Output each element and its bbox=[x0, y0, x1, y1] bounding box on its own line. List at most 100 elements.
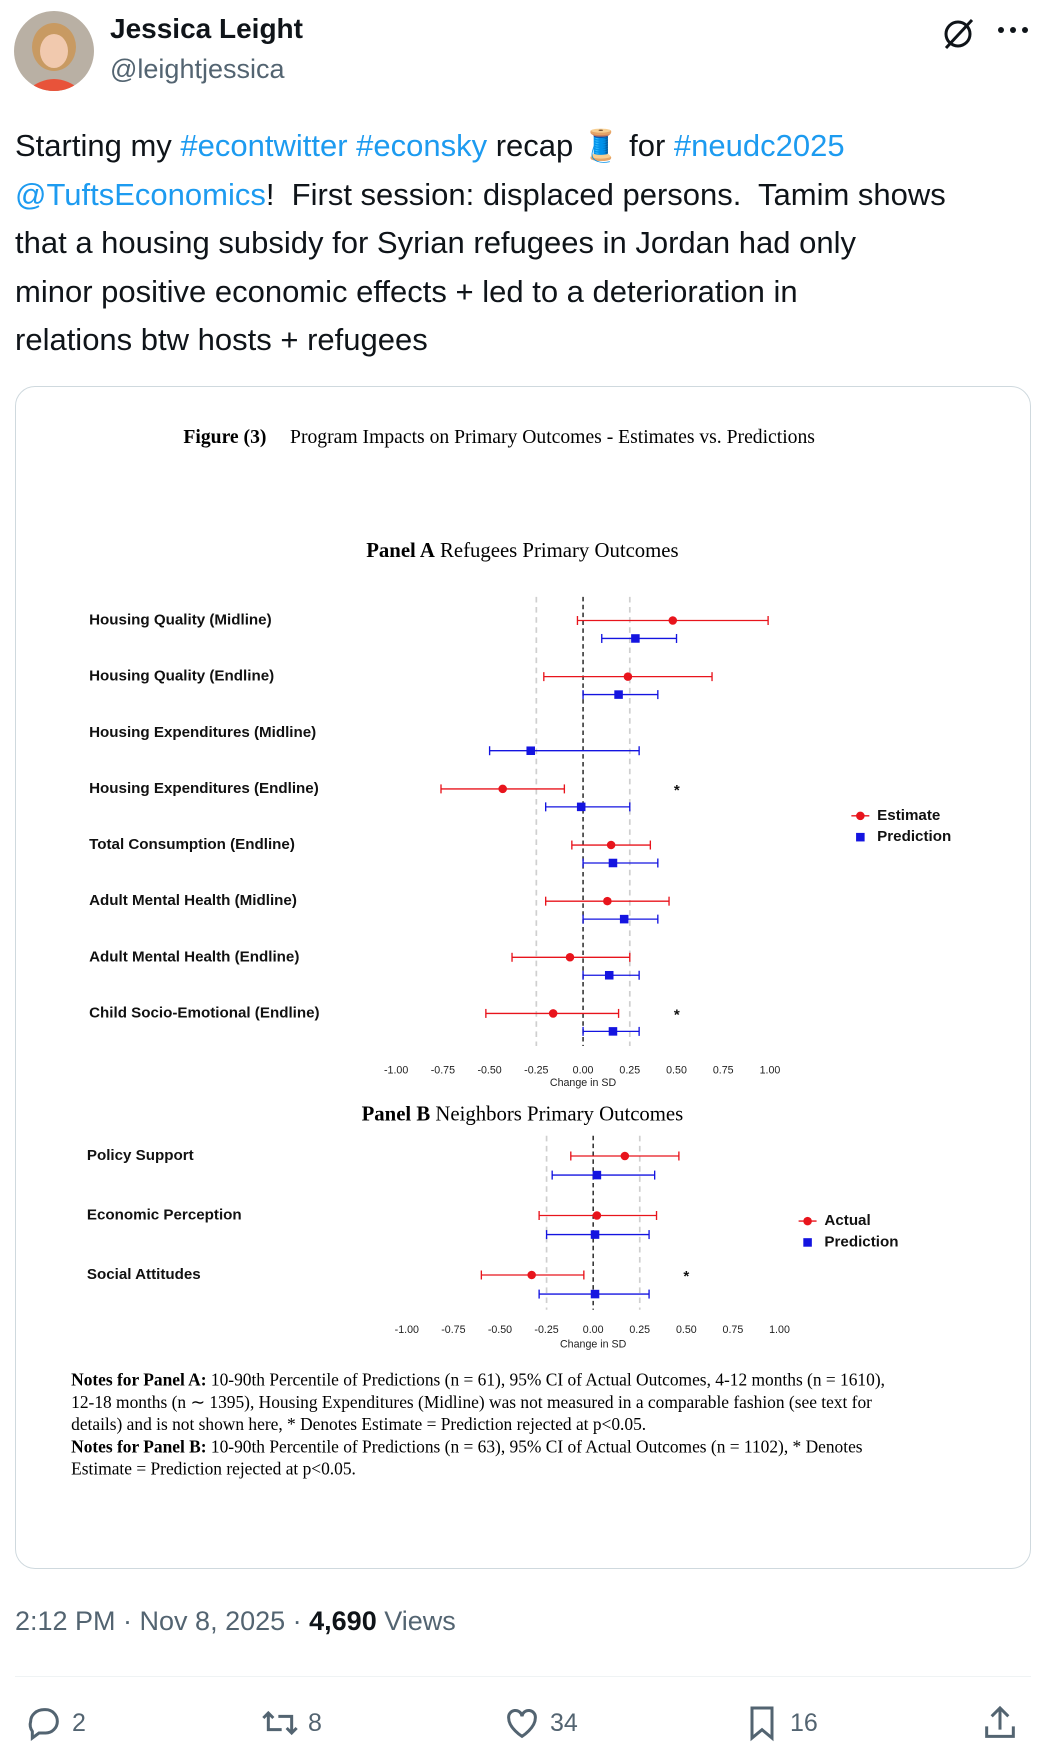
category-label: Adult Mental Health (Endline) bbox=[89, 948, 299, 965]
point bbox=[565, 953, 575, 962]
x-tick-label: -0.50 bbox=[488, 1324, 512, 1336]
note-text: 12-18 months (n ∼ 1395), Housing Expendi… bbox=[71, 1392, 872, 1412]
legend-label: Prediction bbox=[877, 828, 951, 845]
legend-marker bbox=[856, 811, 865, 821]
reply-button[interactable]: 2 bbox=[24, 1703, 86, 1743]
point bbox=[603, 896, 612, 906]
category-label: Housing Quality (Endline) bbox=[89, 668, 274, 685]
repost-count: 8 bbox=[308, 1708, 322, 1737]
point bbox=[608, 858, 618, 868]
category-label: Housing Expenditures (Midline) bbox=[89, 724, 316, 741]
text-segment: recap 🧵 for bbox=[487, 128, 674, 163]
legend-label: Actual bbox=[824, 1212, 870, 1229]
share-button[interactable] bbox=[980, 1703, 1020, 1743]
repost-button[interactable]: 8 bbox=[260, 1703, 322, 1743]
views-count: 4,690 bbox=[309, 1606, 377, 1636]
category-label: Adult Mental Health (Midline) bbox=[89, 892, 297, 909]
point bbox=[606, 840, 616, 850]
point bbox=[631, 634, 640, 643]
note-text: 10-90th Percentile of Predictions (n = 6… bbox=[211, 1436, 863, 1456]
significance-marker: * bbox=[674, 782, 680, 799]
more-icon[interactable] bbox=[996, 22, 1030, 38]
like-icon bbox=[507, 1709, 537, 1739]
point bbox=[668, 616, 678, 625]
point bbox=[592, 1170, 602, 1180]
x-tick-label: -0.50 bbox=[477, 1064, 501, 1076]
link[interactable]: #econsky bbox=[356, 128, 488, 163]
point bbox=[604, 970, 614, 980]
author-handle[interactable]: @leightjessica bbox=[110, 54, 285, 84]
point bbox=[576, 802, 586, 812]
author-name[interactable]: Jessica Leight bbox=[110, 13, 303, 44]
x-tick-label: 0.75 bbox=[713, 1064, 734, 1076]
panel-label: Panel A bbox=[366, 540, 435, 562]
text-segment: ! First session: displaced persons. Tami… bbox=[265, 176, 946, 212]
x-tick-label: -0.25 bbox=[534, 1324, 558, 1336]
point bbox=[614, 690, 623, 699]
bookmark-icon bbox=[750, 1706, 774, 1742]
category-label: Economic Perception bbox=[87, 1206, 242, 1223]
note-text: details) and is not shown here, * Denote… bbox=[71, 1414, 646, 1434]
note-line: Estimate = Prediction rejected at p<0.05… bbox=[71, 1459, 356, 1479]
note-line: Notes for Panel A: 10-90th Percentile of… bbox=[71, 1370, 885, 1390]
category-label: Housing Quality (Midline) bbox=[89, 612, 272, 629]
point bbox=[590, 1289, 600, 1299]
note-text: 10-90th Percentile of Predictions (n = 6… bbox=[211, 1370, 885, 1390]
panel-title: Panel A Refugees Primary Outcomes bbox=[366, 540, 678, 562]
link[interactable]: @TuftsEconomics bbox=[15, 176, 266, 212]
figure: Figure (3) Program Impacts on Primary Ou… bbox=[71, 426, 951, 1479]
link[interactable]: #neudc2025 bbox=[673, 128, 845, 163]
x-tick-label: 0.50 bbox=[676, 1324, 697, 1336]
text-line: relations btw hosts + refugees bbox=[15, 316, 946, 365]
timestamp[interactable]: 2:12 PM · Nov 8, 2025 · bbox=[15, 1606, 310, 1636]
figure-label: Figure (3) bbox=[183, 426, 266, 448]
avatar[interactable] bbox=[14, 11, 94, 91]
x-tick-label: -1.00 bbox=[395, 1324, 419, 1336]
x-tick-label: -0.25 bbox=[524, 1064, 548, 1076]
text-line: minor positive economic effects + led to… bbox=[15, 268, 946, 317]
reply-icon bbox=[28, 1708, 59, 1741]
text-line: Starting my #econtwitter #econsky recap … bbox=[15, 122, 946, 171]
grok-icon[interactable] bbox=[938, 14, 978, 54]
like-button[interactable]: 34 bbox=[502, 1703, 578, 1743]
share-icon bbox=[985, 1705, 1015, 1738]
note-line: details) and is not shown here, * Denote… bbox=[71, 1414, 646, 1434]
link[interactable]: #econtwitter bbox=[180, 128, 348, 163]
legend-label: Prediction bbox=[824, 1233, 898, 1250]
media-card[interactable]: Figure (3) Program Impacts on Primary Ou… bbox=[15, 386, 1031, 1569]
category-label: Total Consumption (Endline) bbox=[89, 836, 295, 853]
point bbox=[548, 1009, 558, 1018]
note-text: Estimate = Prediction rejected at p<0.05… bbox=[71, 1459, 356, 1479]
bookmark-button[interactable]: 16 bbox=[742, 1703, 818, 1743]
point bbox=[527, 1270, 536, 1280]
x-axis-label: Change in SD bbox=[560, 1338, 627, 1350]
note-label: Notes for Panel B: bbox=[71, 1436, 206, 1456]
x-tick-label: 0.00 bbox=[573, 1064, 594, 1076]
x-tick-label: 0.00 bbox=[583, 1324, 604, 1336]
text-segment bbox=[348, 128, 357, 163]
reply-count: 2 bbox=[72, 1708, 86, 1737]
note-label: Notes for Panel A: bbox=[71, 1370, 206, 1390]
bookmark-count: 16 bbox=[790, 1708, 818, 1737]
point bbox=[590, 1230, 600, 1239]
x-tick-label: -0.75 bbox=[431, 1064, 455, 1076]
x-tick-label: 0.75 bbox=[723, 1324, 744, 1336]
note-line: Notes for Panel B: 10-90th Percentile of… bbox=[71, 1436, 863, 1456]
text-segment: relations btw hosts + refugees bbox=[15, 322, 428, 357]
x-tick-label: 1.00 bbox=[769, 1324, 790, 1336]
point bbox=[592, 1211, 602, 1220]
point bbox=[623, 672, 633, 681]
text-line: that a housing subsidy for Syrian refuge… bbox=[15, 219, 946, 268]
point bbox=[620, 1151, 630, 1161]
legend-marker bbox=[856, 832, 865, 842]
panel-name: Neighbors Primary Outcomes bbox=[435, 1103, 683, 1125]
category-label: Policy Support bbox=[87, 1147, 194, 1164]
x-tick-label: -1.00 bbox=[384, 1064, 408, 1076]
point bbox=[608, 1027, 618, 1036]
text-segment: Starting my bbox=[15, 128, 181, 163]
category-label: Housing Expenditures (Endline) bbox=[89, 780, 319, 797]
x-tick-label: 0.50 bbox=[666, 1064, 687, 1076]
point bbox=[526, 746, 535, 755]
text-line: @TuftsEconomics! First session: displace… bbox=[15, 171, 946, 220]
